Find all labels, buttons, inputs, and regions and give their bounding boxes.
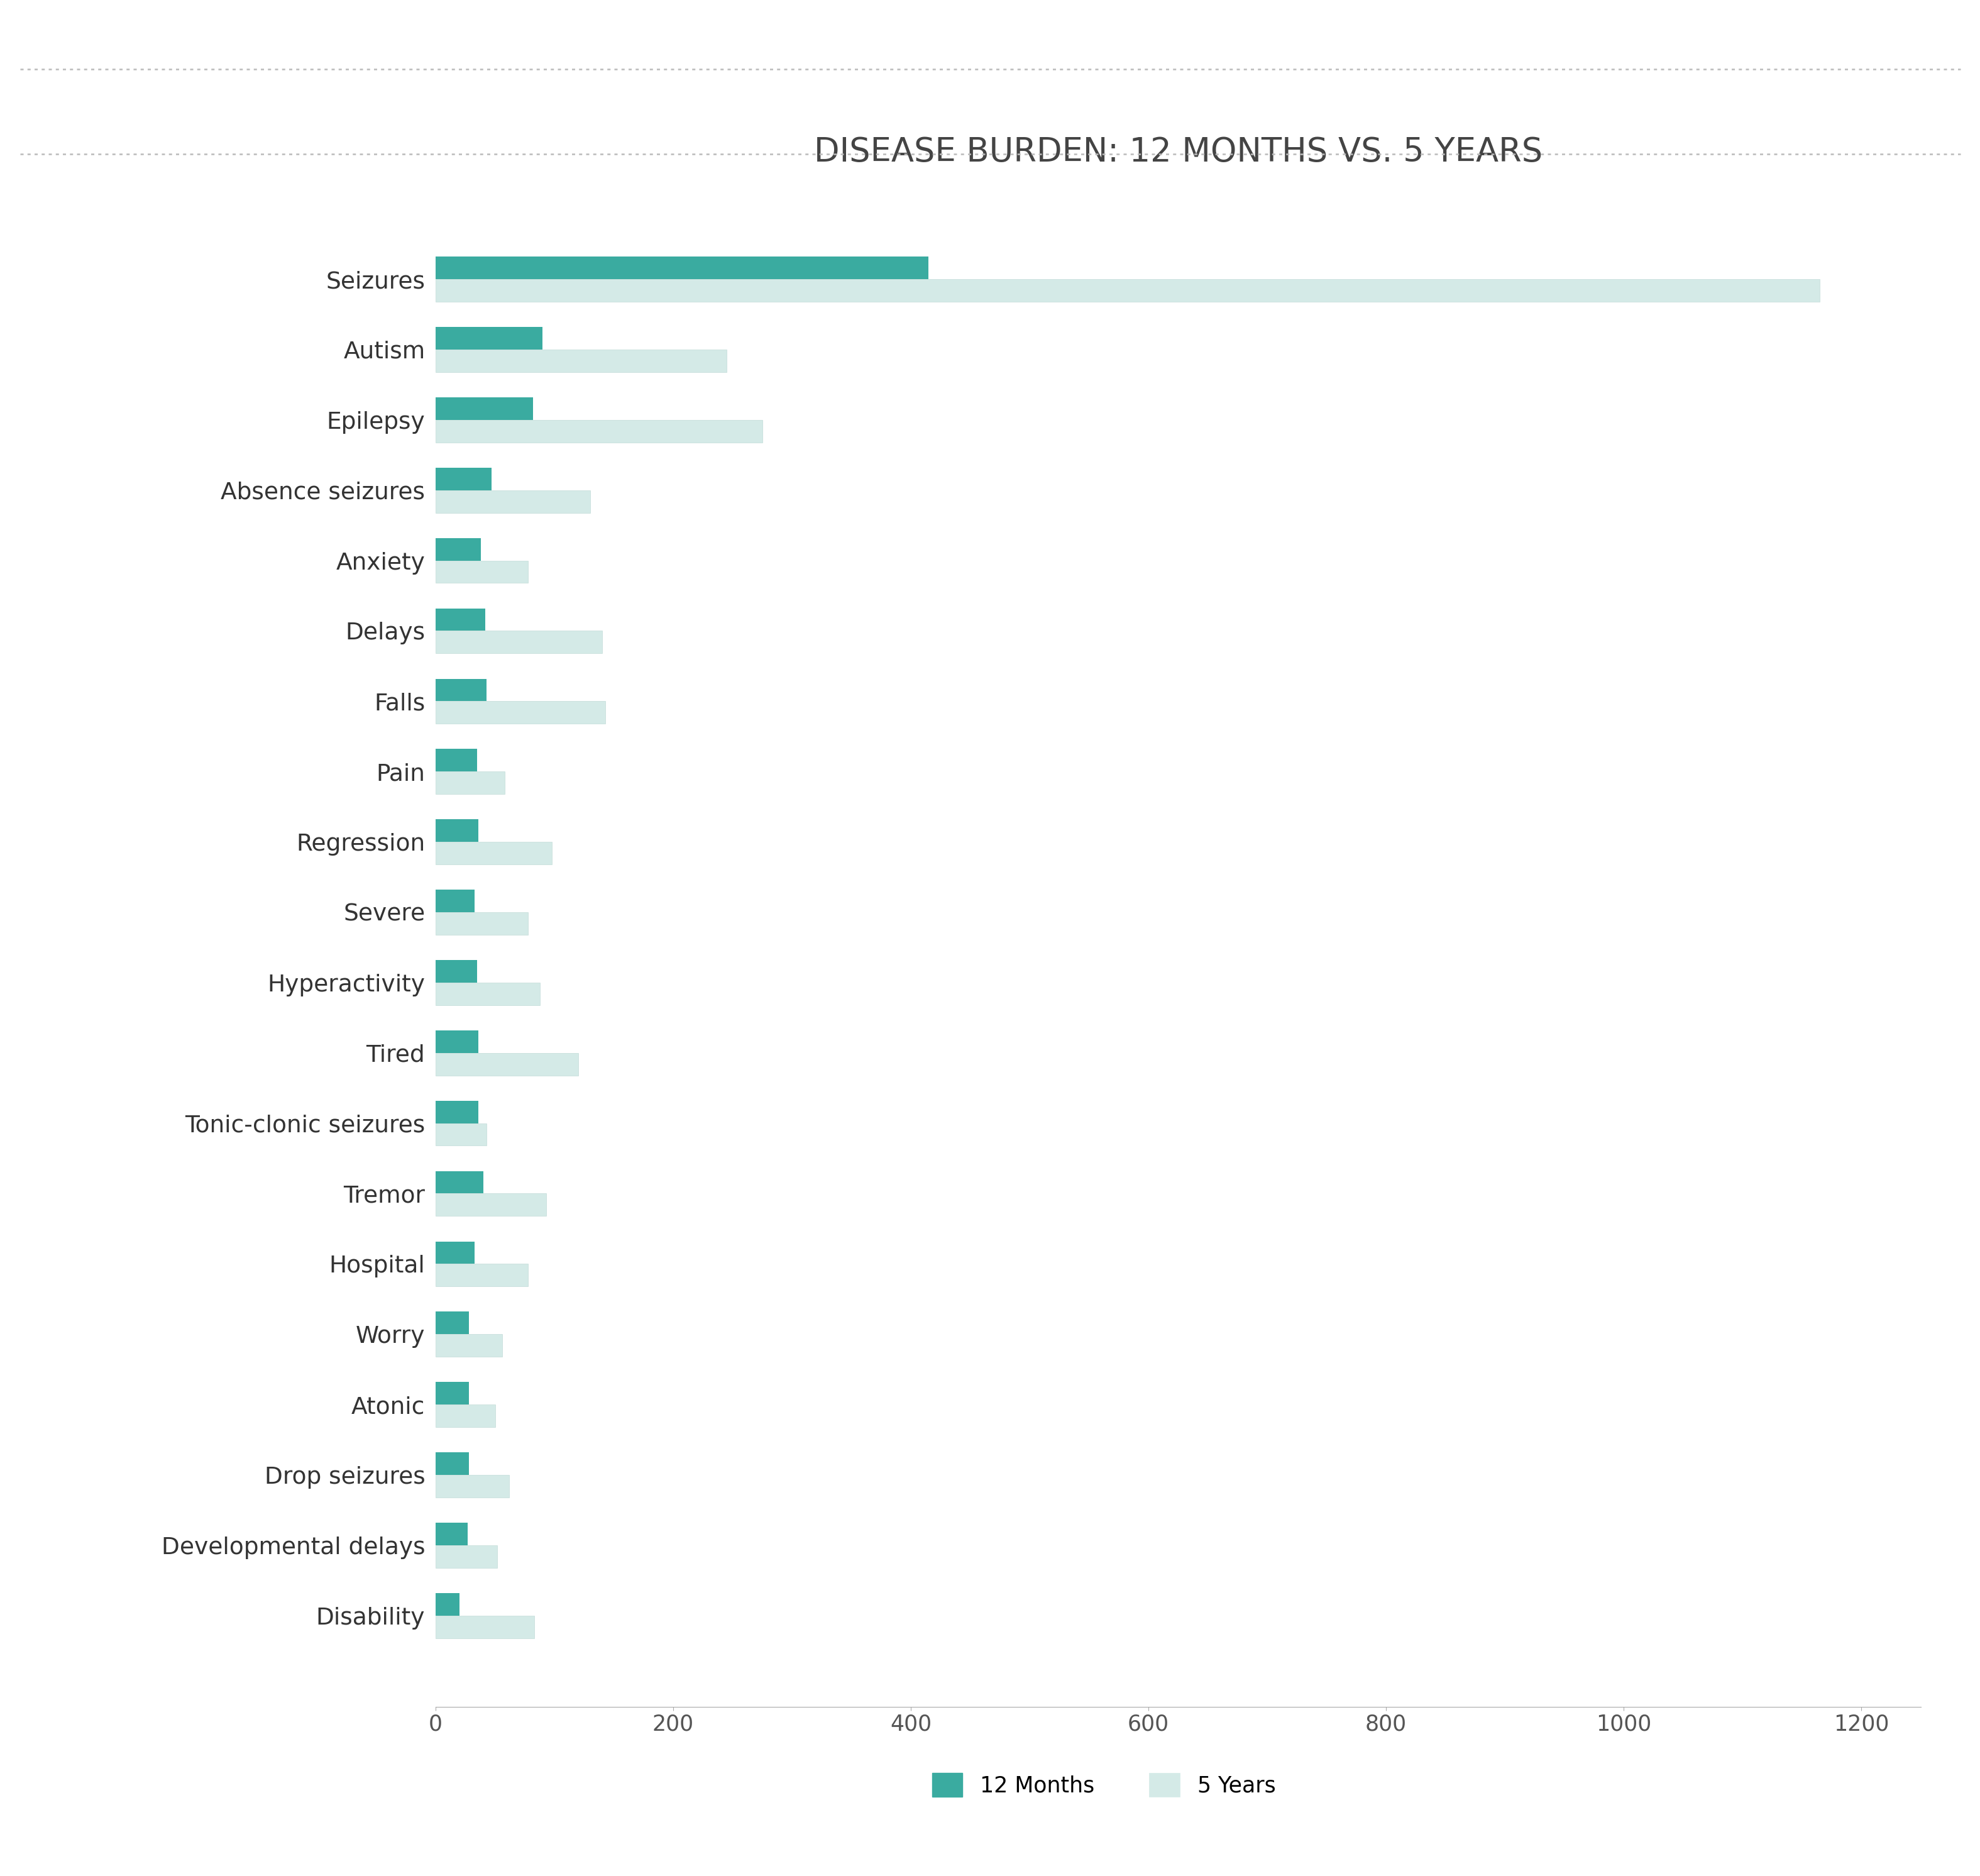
Bar <box>436 889 475 912</box>
Bar <box>436 679 487 702</box>
Bar <box>436 702 606 724</box>
Bar <box>436 1452 469 1475</box>
Bar <box>436 1475 509 1497</box>
Bar <box>436 1383 469 1405</box>
Bar <box>436 1171 483 1193</box>
Bar <box>436 749 477 771</box>
Bar <box>436 1242 475 1264</box>
Bar <box>436 1615 535 1638</box>
Bar <box>436 983 541 1006</box>
Bar <box>436 820 479 842</box>
Bar <box>436 538 481 561</box>
Bar <box>436 1264 529 1287</box>
Bar <box>436 608 485 630</box>
Bar <box>436 490 590 512</box>
Bar <box>436 1405 495 1428</box>
Bar <box>436 1193 546 1216</box>
Bar <box>436 280 1820 302</box>
Bar <box>436 349 727 371</box>
Bar <box>436 420 762 443</box>
Bar <box>436 1052 578 1075</box>
Bar <box>436 326 543 349</box>
Bar <box>436 467 491 490</box>
Bar <box>436 257 929 280</box>
Bar <box>436 630 602 653</box>
Title: DISEASE BURDEN: 12 MONTHS VS. 5 YEARS: DISEASE BURDEN: 12 MONTHS VS. 5 YEARS <box>814 135 1542 169</box>
Bar <box>436 842 552 865</box>
Bar <box>436 1334 503 1356</box>
Bar <box>436 1546 497 1568</box>
Bar <box>436 1124 487 1146</box>
Bar <box>436 1311 469 1334</box>
Bar <box>436 1523 467 1546</box>
Bar <box>436 1593 459 1615</box>
Bar <box>436 912 529 934</box>
Bar <box>436 961 477 983</box>
Bar <box>436 398 533 420</box>
Bar <box>436 1101 479 1124</box>
Legend: 12 Months, 5 Years: 12 Months, 5 Years <box>923 1765 1285 1807</box>
Bar <box>436 771 505 794</box>
Bar <box>436 561 529 583</box>
Bar <box>436 1030 479 1052</box>
